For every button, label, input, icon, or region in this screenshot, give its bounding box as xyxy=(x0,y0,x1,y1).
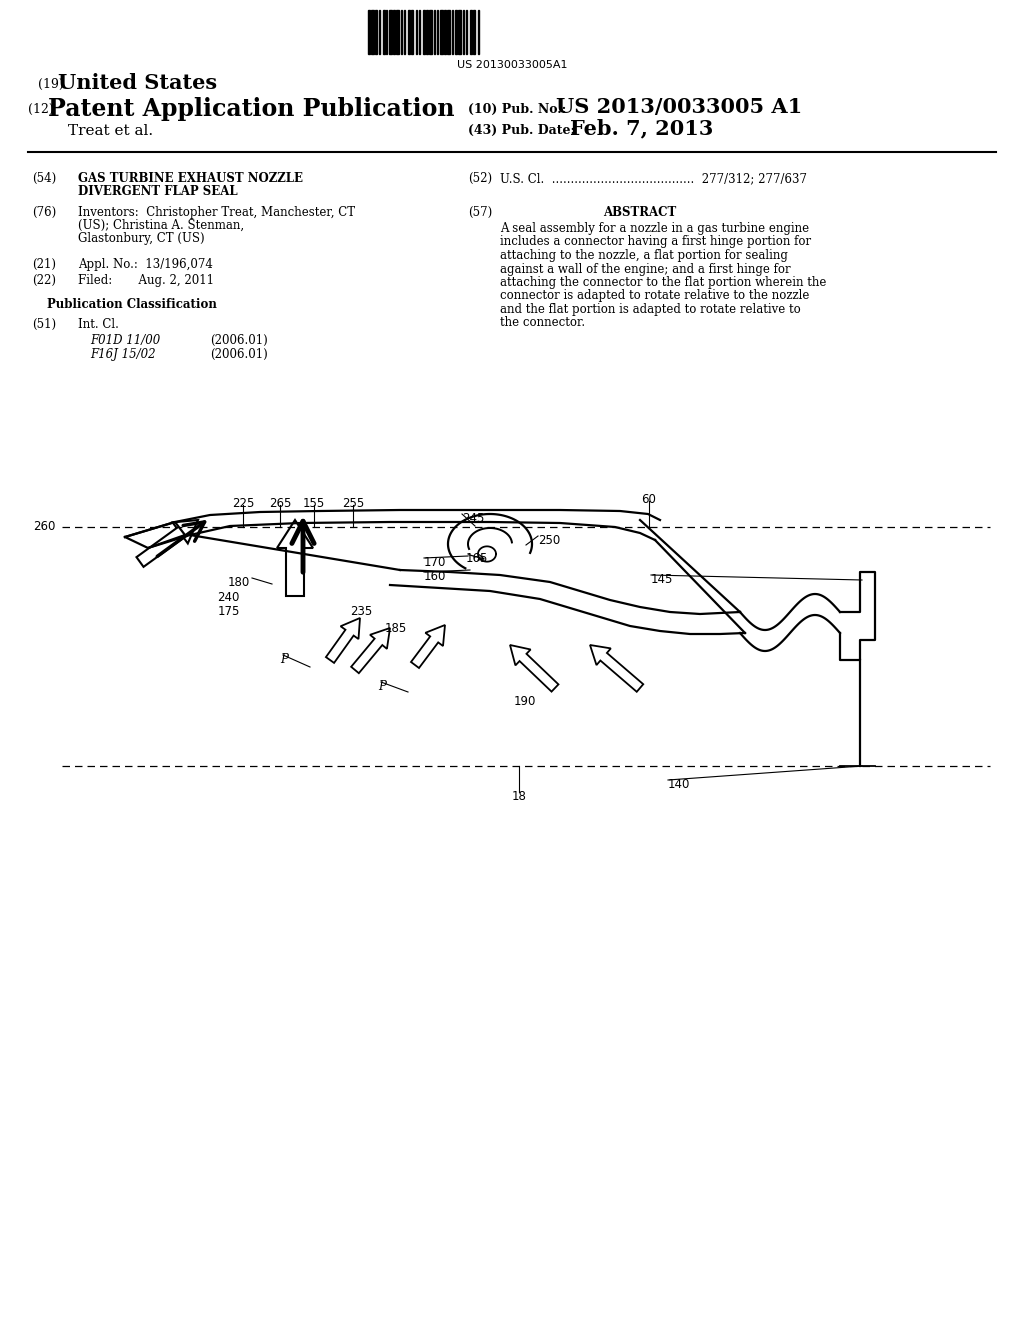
Text: attaching the connector to the flat portion wherein the: attaching the connector to the flat port… xyxy=(500,276,826,289)
Text: 255: 255 xyxy=(342,498,365,510)
Text: (54): (54) xyxy=(32,172,56,185)
Text: 250: 250 xyxy=(538,535,560,546)
Bar xyxy=(408,11,410,54)
Text: GAS TURBINE EXHAUST NOZZLE: GAS TURBINE EXHAUST NOZZLE xyxy=(78,172,303,185)
Text: (19): (19) xyxy=(38,78,63,91)
Text: P: P xyxy=(378,680,386,693)
Text: Publication Classification: Publication Classification xyxy=(47,298,217,312)
Text: A seal assembly for a nozzle in a gas turbine engine: A seal assembly for a nozzle in a gas tu… xyxy=(500,222,809,235)
Text: 170: 170 xyxy=(424,556,446,569)
Text: 245: 245 xyxy=(462,512,484,525)
Text: Inventors:  Christopher Treat, Manchester, CT: Inventors: Christopher Treat, Manchester… xyxy=(78,206,355,219)
Text: 260: 260 xyxy=(33,520,55,533)
Bar xyxy=(423,11,425,54)
Bar xyxy=(396,11,399,54)
Text: (57): (57) xyxy=(468,206,493,219)
Text: Treat et al.: Treat et al. xyxy=(68,124,154,139)
Text: F16J 15/02: F16J 15/02 xyxy=(90,348,156,360)
Text: 175: 175 xyxy=(218,605,240,618)
Text: (22): (22) xyxy=(32,275,56,286)
Text: ABSTRACT: ABSTRACT xyxy=(603,206,677,219)
Bar xyxy=(447,11,450,54)
Text: Int. Cl.: Int. Cl. xyxy=(78,318,119,331)
Text: against a wall of the engine; and a first hinge for: against a wall of the engine; and a firs… xyxy=(500,263,791,276)
Text: United States: United States xyxy=(58,73,217,92)
Text: the connector.: the connector. xyxy=(500,317,585,330)
Text: attaching to the nozzle, a flat portion for sealing: attaching to the nozzle, a flat portion … xyxy=(500,249,787,261)
Bar xyxy=(440,11,443,54)
Bar xyxy=(458,11,461,54)
Text: (21): (21) xyxy=(32,257,56,271)
Text: 185: 185 xyxy=(385,622,408,635)
Bar xyxy=(368,11,370,54)
Text: (51): (51) xyxy=(32,318,56,331)
Text: US 2013/0033005 A1: US 2013/0033005 A1 xyxy=(556,96,802,117)
Text: (2006.01): (2006.01) xyxy=(210,334,267,347)
Text: 145: 145 xyxy=(651,573,674,586)
Text: F01D 11/00: F01D 11/00 xyxy=(90,334,160,347)
Bar xyxy=(393,11,395,54)
Bar xyxy=(383,11,385,54)
Text: 265: 265 xyxy=(269,498,291,510)
Text: 235: 235 xyxy=(350,605,373,618)
Text: (43) Pub. Date:: (43) Pub. Date: xyxy=(468,124,575,137)
Text: Filed:       Aug. 2, 2011: Filed: Aug. 2, 2011 xyxy=(78,275,214,286)
Text: 140: 140 xyxy=(668,777,690,791)
Bar xyxy=(455,11,457,54)
Text: U.S. Cl.  ......................................  277/312; 277/637: U.S. Cl. ...............................… xyxy=(500,172,807,185)
Text: US 20130033005A1: US 20130033005A1 xyxy=(457,59,567,70)
Text: 240: 240 xyxy=(218,591,240,605)
Bar xyxy=(411,11,413,54)
Text: connector is adapted to rotate relative to the nozzle: connector is adapted to rotate relative … xyxy=(500,289,809,302)
Text: (52): (52) xyxy=(468,172,493,185)
Text: 160: 160 xyxy=(424,570,446,583)
Text: (12): (12) xyxy=(28,103,53,116)
Text: includes a connector having a first hinge portion for: includes a connector having a first hing… xyxy=(500,235,811,248)
Text: Patent Application Publication: Patent Application Publication xyxy=(48,96,455,121)
Bar xyxy=(473,11,475,54)
Text: P: P xyxy=(280,653,288,667)
Bar xyxy=(371,11,374,54)
Text: and the flat portion is adapted to rotate relative to: and the flat portion is adapted to rotat… xyxy=(500,304,801,315)
Bar xyxy=(429,11,432,54)
Text: 190: 190 xyxy=(514,696,537,708)
Text: 225: 225 xyxy=(231,498,254,510)
Text: 165: 165 xyxy=(466,552,488,565)
Bar xyxy=(389,11,392,54)
Bar xyxy=(444,11,446,54)
Text: 155: 155 xyxy=(303,498,326,510)
Bar xyxy=(470,11,472,54)
Bar xyxy=(375,11,377,54)
Text: (76): (76) xyxy=(32,206,56,219)
Bar xyxy=(426,11,428,54)
Text: Glastonbury, CT (US): Glastonbury, CT (US) xyxy=(78,232,205,246)
Text: Feb. 7, 2013: Feb. 7, 2013 xyxy=(570,117,714,139)
Text: 18: 18 xyxy=(512,789,526,803)
Text: (10) Pub. No.:: (10) Pub. No.: xyxy=(468,103,566,116)
Text: Appl. No.:  13/196,074: Appl. No.: 13/196,074 xyxy=(78,257,213,271)
Text: (2006.01): (2006.01) xyxy=(210,348,267,360)
Text: (US); Christina A. Stenman,: (US); Christina A. Stenman, xyxy=(78,219,244,232)
Text: 180: 180 xyxy=(227,576,250,589)
Text: DIVERGENT FLAP SEAL: DIVERGENT FLAP SEAL xyxy=(78,185,238,198)
Text: 60: 60 xyxy=(642,492,656,506)
